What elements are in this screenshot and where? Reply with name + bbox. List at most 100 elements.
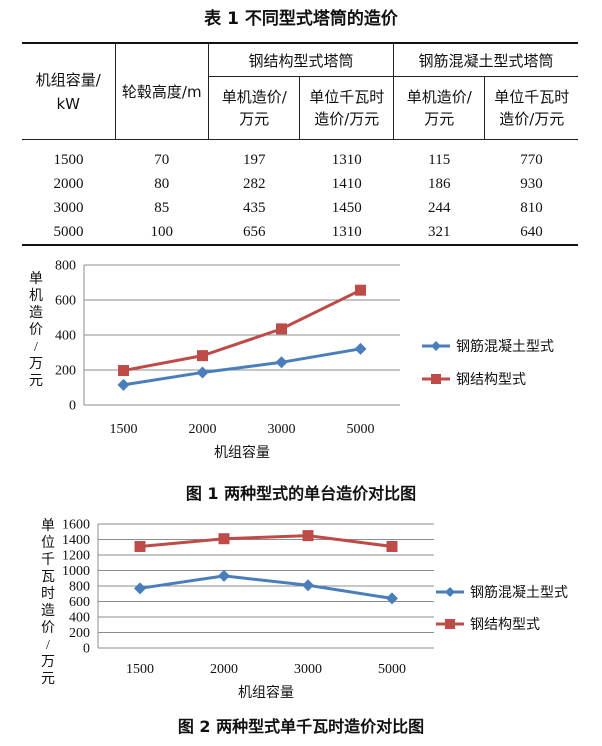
cell: 100 <box>150 223 174 240</box>
data-point <box>134 582 146 595</box>
legend-marker <box>445 587 455 597</box>
y-tick-label: 1600 <box>62 518 90 533</box>
x-tick-label: 5000 <box>378 662 406 677</box>
table-title: 表 1 不同型式塔筒的造价 <box>204 9 398 29</box>
table-row: 3000 85 435 1450 244 810 <box>22 196 578 220</box>
cell: 435 <box>242 199 266 216</box>
cell: 640 <box>520 223 543 240</box>
header-steel-group: 钢结构型式塔筒 <box>208 43 394 77</box>
cell: 810 <box>520 199 543 216</box>
x-axis-title: 机组容量 <box>238 684 294 701</box>
cell: 197 <box>242 151 266 168</box>
x-tick-label: 3000 <box>294 662 322 677</box>
y-axis-title-char: 机 <box>29 288 43 304</box>
cell: 115 <box>428 151 451 168</box>
legend-label: 钢结构型式 <box>456 372 526 388</box>
cell: 186 <box>427 175 451 192</box>
y-tick-label: 600 <box>55 294 76 309</box>
data-point <box>196 366 209 379</box>
y-axis-title-char: 造 <box>41 603 55 619</box>
data-point <box>354 342 367 355</box>
y-tick-label: 1200 <box>62 549 90 564</box>
y-tick-label: 800 <box>55 259 76 274</box>
table-row: 2000 80 282 1410 186 930 <box>22 172 578 196</box>
series-line-0 <box>123 347 361 387</box>
data-point <box>275 356 288 369</box>
cell: 770 <box>520 151 543 168</box>
data-point <box>386 540 398 552</box>
cell: 85 <box>154 199 170 216</box>
y-tick-label: 200 <box>69 626 90 641</box>
cell: 282 <box>242 175 266 192</box>
data-point <box>218 533 230 545</box>
data-point <box>197 350 208 362</box>
y-axis-title-char: / <box>46 638 50 653</box>
y-axis-title-char: 位 <box>41 535 55 551</box>
cell: 656 <box>242 223 266 240</box>
y-axis-title-char: 价 <box>41 620 55 636</box>
data-point <box>276 323 287 335</box>
y-tick-label: 0 <box>69 399 76 414</box>
x-tick-label: 1500 <box>126 662 154 677</box>
header-steel-per-kw: 单位千瓦时 造价/万元 <box>299 76 394 140</box>
legend-label: 钢结构型式 <box>470 617 540 633</box>
y-axis-title-char: 万 <box>29 357 43 372</box>
cost-table: 机组容量/kW 轮毂高度/m 钢结构型式塔筒 钢筋混凝土型式塔筒 单机造价/万元… <box>22 42 578 246</box>
y-tick-label: 1000 <box>62 564 90 579</box>
y-axis-title-char: 时 <box>41 586 55 602</box>
legend-label: 钢筋混凝土型式 <box>456 338 554 355</box>
y-tick-label: 400 <box>55 329 76 344</box>
cell: 1450 <box>331 199 362 216</box>
series-line-1 <box>123 288 362 372</box>
y-axis-title-char: 万 <box>41 655 55 670</box>
cell: 80 <box>154 175 170 192</box>
figure2-caption: 图 2 两种型式单千瓦时造价对比图 <box>177 717 425 736</box>
data-point <box>355 284 366 296</box>
y-tick-label: 1400 <box>62 533 90 548</box>
figure1-caption: 图 1 两种型式的单台造价对比图 <box>185 484 417 503</box>
legend-label: 钢筋混凝土型式 <box>470 584 568 601</box>
header-concrete-per-kw: 单位千瓦时 造价/万元 <box>484 76 578 140</box>
y-axis-title-char: 千 <box>41 552 55 568</box>
y-tick-label: 800 <box>69 580 90 595</box>
cell: 70 <box>154 151 170 168</box>
y-axis-title-char: 元 <box>29 374 43 389</box>
cell: 930 <box>520 175 543 192</box>
header-steel-unit-cost: 单机造价/万元 <box>207 76 300 140</box>
cell: 1500 <box>53 151 84 168</box>
y-tick-label: 600 <box>69 595 90 610</box>
x-tick-label: 2000 <box>189 422 217 437</box>
y-tick-label: 0 <box>83 642 90 657</box>
cell: 1410 <box>331 175 362 192</box>
data-point <box>218 569 230 582</box>
legend-marker <box>431 341 441 351</box>
cell: 1310 <box>331 151 362 168</box>
series-line-1 <box>139 534 393 548</box>
table-row: 1500 70 197 1310 115 770 <box>22 140 578 173</box>
y-axis-title-char: 造 <box>29 305 43 321</box>
x-tick-label: 1500 <box>110 422 138 437</box>
data-point <box>134 540 146 552</box>
cell: 244 <box>427 199 451 216</box>
legend-marker <box>445 619 455 629</box>
cell: 5000 <box>53 223 84 240</box>
y-axis-title-char: / <box>34 340 38 355</box>
series-line-0 <box>139 574 393 600</box>
y-tick-label: 400 <box>69 611 90 626</box>
data-point <box>386 592 398 605</box>
header-concrete-unit-cost: 单机造价/万元 <box>392 76 485 140</box>
header-hub-height: 轮毂高度/m <box>114 43 209 140</box>
y-axis-title-char: 单 <box>41 518 55 534</box>
y-tick-label: 200 <box>55 364 76 379</box>
data-point <box>117 378 130 391</box>
cell: 2000 <box>53 175 84 192</box>
y-axis-title-char: 价 <box>29 322 43 338</box>
x-tick-label: 2000 <box>210 662 238 677</box>
x-tick-label: 3000 <box>268 422 296 437</box>
table-row: 5000 100 656 1310 321 640 <box>22 220 578 245</box>
x-axis-title: 机组容量 <box>214 444 270 461</box>
data-point <box>302 579 314 592</box>
y-axis-title-char: 单 <box>29 271 43 287</box>
data-point <box>302 530 314 542</box>
